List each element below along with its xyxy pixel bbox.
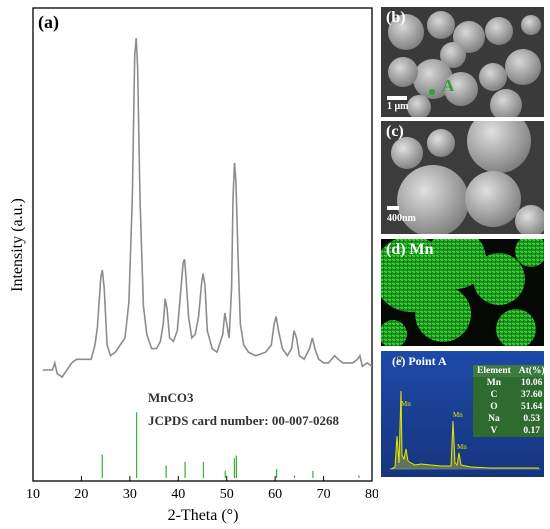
table-cell: C [490, 390, 498, 400]
mn-element-map: (d) Mn [381, 239, 544, 346]
table-row: O 51.64 [473, 401, 544, 413]
table-header-element: Element [477, 366, 511, 376]
x-tick-label: 10 [26, 487, 40, 502]
scale-bar-c [387, 206, 399, 210]
x-tick-label: 50 [220, 487, 234, 502]
panel-b-label: (b) [386, 9, 406, 26]
y-axis-label: Intensity (a.u.) [9, 198, 26, 292]
table-row: Mn 10.06 [473, 377, 544, 389]
panel-a-label: (a) [38, 12, 59, 33]
eds-composition-table: Element At(%) Mn 10.06 C 37.60 O 51.64 Na 0.… [473, 365, 544, 437]
table-cell: Mn [486, 378, 502, 388]
xrd-chart: 10 20 30 40 50 60 70 80 (a) MnCO3 JCPDS card nu… [9, 7, 378, 524]
x-tick-label: 80 [365, 487, 378, 502]
table-cell: 51.64 [521, 402, 543, 412]
eds-spectrum-panel: O Mn Mn Mn (e) Point A Element At(%) Mn 1… [381, 351, 544, 477]
panel-c-label: (c) [386, 123, 404, 140]
scale-bar-b [387, 96, 407, 100]
x-axis-label: 2-Theta (°) [168, 507, 239, 524]
point-a-label: A [442, 76, 455, 95]
x-tick-label: 70 [317, 487, 331, 502]
x-tick-label: 60 [268, 487, 282, 502]
table-header-at: At(%) [518, 366, 544, 376]
table-cell: Na [488, 414, 500, 424]
scale-text-c: 400nm [387, 213, 416, 224]
eds-spectrum: O Mn Mn Mn [389, 355, 541, 470]
mn-map-pattern [381, 239, 544, 346]
x-tick-label: 30 [123, 487, 137, 502]
point-a-marker [429, 89, 435, 95]
table-cell: V [490, 426, 498, 436]
sem-image-c: (c) 400nm [381, 121, 544, 234]
sem-c-particles [381, 121, 544, 234]
xrd-pattern-line [42, 37, 373, 379]
table-cell: 0.53 [523, 414, 541, 424]
eds-peak-mn-2: Mn [453, 411, 463, 419]
panel-d-label: (d) Mn [386, 241, 434, 258]
table-cell: 10.06 [521, 378, 543, 388]
table-row: Na 0.53 [473, 413, 544, 425]
eds-spectrum-line [390, 390, 539, 470]
sem-image-b: A (b) 1 μm [381, 7, 544, 117]
reference-compound-label: MnCO3 [148, 390, 194, 405]
table-header-row: Element At(%) [473, 365, 544, 377]
table-cell: 0.17 [523, 426, 541, 436]
scale-text-b: 1 μm [387, 101, 409, 112]
eds-peak-o: O [397, 355, 402, 363]
x-tick-label: 40 [171, 487, 185, 502]
table-row: V 0.17 [473, 425, 544, 437]
x-tick-label: 20 [74, 487, 88, 502]
sem-b-particles: A [381, 7, 544, 117]
reference-peak-lines [101, 412, 360, 478]
table-row: C 37.60 [473, 389, 544, 401]
panel-e-label: (e) Point A [392, 354, 447, 368]
eds-peak-mn-1: Mn [401, 400, 411, 408]
x-axis-ticks: 10 20 30 40 50 60 70 80 [26, 476, 378, 502]
eds-peak-mn-3: Mn [457, 443, 467, 451]
plot-frame [32, 7, 373, 482]
table-cell: 37.60 [521, 390, 543, 400]
reference-card-label: JCPDS card number: 00-007-0268 [148, 413, 340, 428]
table-cell: O [490, 402, 498, 412]
